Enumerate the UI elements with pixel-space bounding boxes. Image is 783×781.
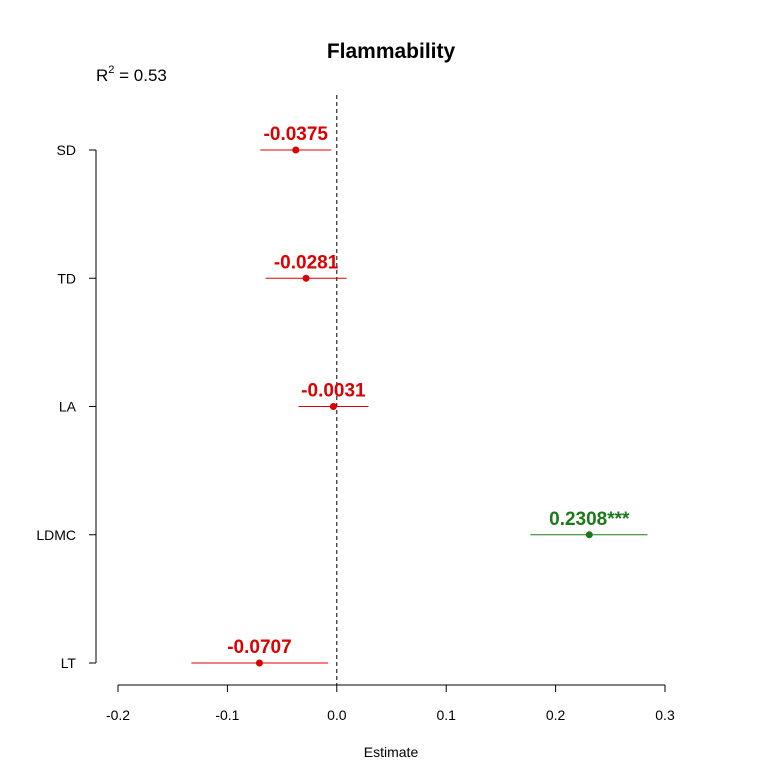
chart-title: Flammability (327, 40, 456, 63)
estimate-point (585, 531, 593, 539)
y-tick-label: TD (57, 270, 76, 286)
y-tick-label: SD (57, 142, 76, 158)
r2-annotation: R2 = 0.53 (96, 64, 167, 85)
estimate-point (329, 403, 337, 410)
estimate-label: -0.0375 (264, 124, 329, 145)
y-tick-label: LT (61, 655, 77, 671)
x-tick-label: -0.2 (106, 707, 130, 723)
y-tick-label: LDMC (36, 527, 76, 543)
x-tick-label: 0.0 (327, 707, 347, 723)
x-axis: -0.2 -0.1 0.0 0.1 0.2 0.3 (106, 684, 675, 723)
estimate-label: -0.0707 (227, 637, 291, 658)
y-tick-label: LA (59, 399, 77, 415)
y-axis: SD TD LA LDMC LT (36, 142, 97, 671)
r2-value: = 0.53 (114, 66, 166, 85)
estimate-label: -0.0031 (301, 381, 366, 402)
x-tick-label: 0.1 (436, 707, 456, 723)
estimate-label: 0.2308*** (549, 509, 630, 530)
estimate-point (292, 146, 300, 154)
r2-superscript: 2 (108, 64, 114, 76)
x-tick-label: -0.1 (215, 707, 239, 723)
x-tick-label: 0.3 (655, 707, 675, 723)
x-axis-title: Estimate (364, 744, 419, 760)
estimate-point (302, 274, 310, 282)
estimate-marks: -0.0375 -0.0281 -0.0031 0.2308*** -0.0707 (191, 124, 648, 667)
r2-symbol: R (96, 66, 108, 85)
estimate-label: -0.0281 (274, 252, 339, 273)
x-tick-label: 0.2 (546, 707, 566, 723)
estimate-point (255, 659, 263, 667)
